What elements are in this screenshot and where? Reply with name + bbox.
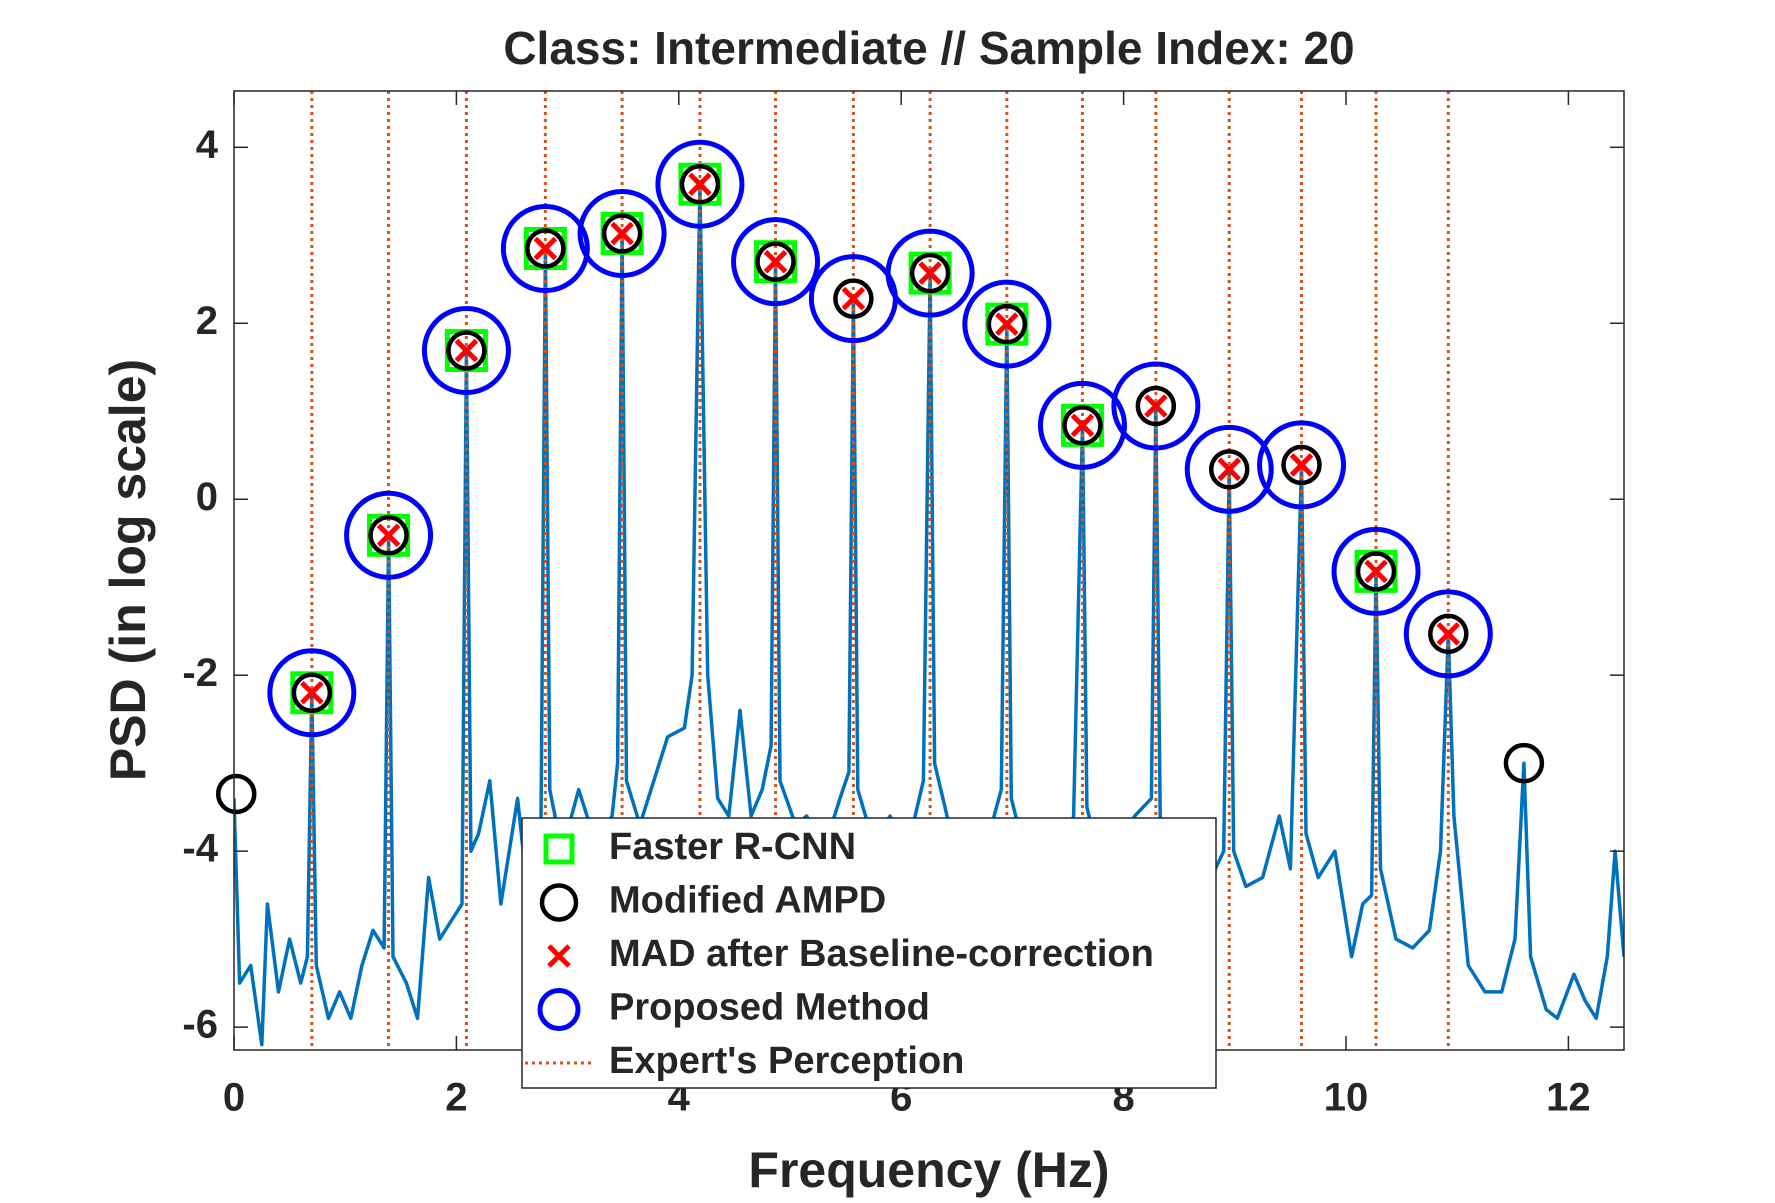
legend-label: Expert's Perception (609, 1040, 964, 1082)
legend-square (543, 833, 575, 865)
x-marker (300, 681, 324, 705)
circle-marker (1355, 551, 1397, 592)
proposed-marker (1331, 526, 1421, 616)
legend-label: Faster R-CNN (609, 826, 856, 868)
circle-marker (215, 773, 257, 815)
circle-marker (291, 672, 333, 714)
proposed-marker (500, 203, 590, 293)
proposed-marker (731, 217, 821, 307)
x-marker (1070, 413, 1095, 438)
x-marker (841, 286, 866, 311)
legend: Faster R-CNN Modified AMPD MAD after Basel… (521, 817, 1217, 1089)
x-tick-label: 12 (1546, 1076, 1591, 1120)
x-marker (610, 221, 634, 246)
proposed-marker (344, 490, 434, 580)
x-marker (1144, 394, 1168, 418)
y-tick-label: -2 (182, 651, 218, 695)
circle-marker (1503, 742, 1545, 784)
proposed-marker (885, 228, 975, 318)
proposed-marker (1257, 420, 1347, 510)
circle-marker (1281, 444, 1322, 486)
proposed-marker (1403, 589, 1493, 679)
proposed-marker (962, 279, 1052, 369)
y-tick-label: -6 (182, 1003, 218, 1047)
circle-marker (909, 252, 951, 294)
legend-circle (539, 883, 579, 922)
proposed-marker (1184, 424, 1274, 514)
proposed-marker (577, 189, 667, 279)
y-tick-label: 4 (196, 123, 219, 167)
proposed-marker (267, 648, 357, 738)
x-marker (688, 172, 712, 197)
y-tick-label: 2 (196, 299, 218, 343)
y-tick-label: 0 (196, 475, 218, 519)
y-tick-label: -4 (182, 827, 218, 871)
x-marker (1436, 622, 1461, 646)
x-marker (454, 338, 479, 363)
circle-marker (755, 241, 796, 282)
circle-marker (1062, 405, 1103, 446)
circle-marker (679, 164, 721, 205)
proposed-marker (1111, 361, 1201, 451)
x-marker (533, 236, 558, 261)
x-marker (376, 523, 401, 548)
circle-marker (525, 228, 566, 269)
circle-marker (446, 330, 487, 371)
legend-x (547, 944, 571, 968)
x-tick-label: 10 (1324, 1076, 1369, 1120)
x-marker (1364, 559, 1388, 584)
circle-marker (1135, 385, 1177, 427)
proposed-marker (1037, 380, 1127, 470)
x-marker (918, 261, 942, 285)
legend-box (521, 817, 1217, 1089)
x-marker (1217, 457, 1242, 482)
x-tick-label: 0 (223, 1076, 245, 1120)
x-marker (1289, 453, 1314, 477)
circle-marker (986, 303, 1028, 345)
y-axis-label: PSD (in log scale) (100, 359, 156, 781)
legend-label: Proposed Method (609, 987, 930, 1029)
x-axis-label: Frequency (Hz) (748, 1142, 1109, 1198)
legend-circle (537, 988, 581, 1031)
circle-marker (368, 515, 409, 556)
proposed-marker (421, 306, 511, 396)
x-marker (995, 312, 1019, 336)
circle-marker (601, 213, 643, 254)
circle-marker (833, 278, 874, 319)
legend-label: MAD after Baseline-correction (609, 933, 1154, 975)
legend-label: Modified AMPD (609, 880, 886, 922)
x-tick-label: 2 (445, 1076, 467, 1120)
chart-title: Class: Intermediate // Sample Index: 20 (503, 22, 1354, 74)
proposed-marker (655, 139, 745, 229)
circle-marker (1428, 613, 1469, 655)
x-marker (763, 249, 788, 274)
circle-marker (1208, 449, 1250, 490)
